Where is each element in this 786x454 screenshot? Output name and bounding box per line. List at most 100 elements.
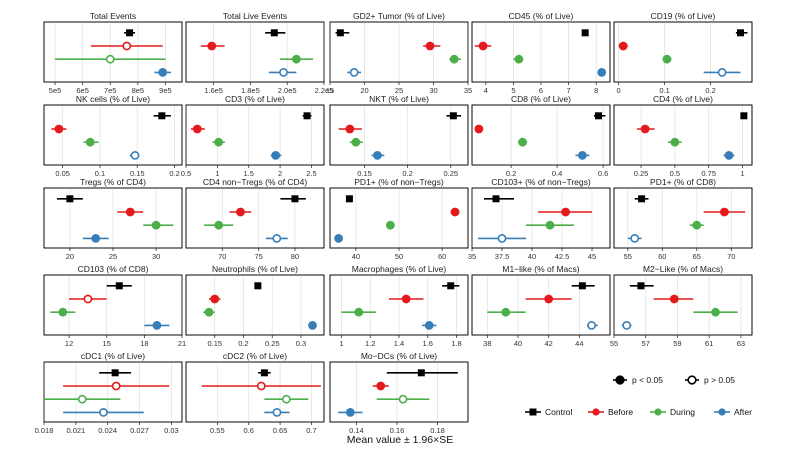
point-during	[662, 54, 672, 64]
point-during	[151, 220, 161, 230]
tick-label: 70	[218, 252, 226, 261]
panel-frame	[185, 361, 325, 423]
tick-label: 0.05	[55, 169, 70, 178]
point-before	[122, 41, 132, 51]
point-during	[77, 394, 87, 404]
point-after	[724, 150, 734, 160]
tick-label: 6e5	[76, 86, 89, 95]
panel-border	[185, 21, 325, 83]
tick-label: 0.16	[390, 426, 405, 435]
tick-label: 60	[438, 252, 446, 261]
tick-label: 0.027	[130, 426, 149, 435]
point-after	[578, 150, 587, 160]
tick-label: 7	[567, 86, 571, 95]
panel: CD103+ (% of non−Tregs) 35 37.5 40 42.5 45	[468, 177, 611, 261]
panel-border	[185, 361, 325, 423]
point-during	[214, 137, 224, 147]
point-after	[424, 320, 434, 330]
point-control	[260, 369, 268, 377]
panel-title: Total Events	[90, 11, 136, 21]
panel-title: PD1+ (% of CD8)	[650, 177, 716, 187]
panel: M2−Like (% of Macs) 55 57 59 61 63	[610, 264, 753, 348]
tick-label: 0.4	[552, 169, 562, 178]
panel: CD45 (% of Live) 4 5 6 7 8	[471, 11, 611, 95]
panel: cDC1 (% of Live) 0.018 0.021 0.024 0.027 0.03	[35, 351, 183, 435]
point-before	[345, 124, 355, 134]
panel: CD4 (% of Live) 0.25 0.5 0.75 1	[613, 94, 753, 178]
tick-label: 35	[468, 252, 476, 261]
point-control	[270, 29, 278, 37]
panel-frame	[613, 104, 753, 166]
panel-title: Neutrophils (% of Live)	[212, 264, 298, 274]
panel-title: GD2+ Tumor (% of Live)	[353, 11, 445, 21]
tick-label: 0.7	[306, 426, 316, 435]
tick-label: 0.03	[164, 426, 179, 435]
point-during	[692, 220, 702, 230]
tick-label: 0.25	[443, 169, 458, 178]
point-control	[595, 112, 602, 120]
point-during	[449, 54, 459, 64]
tick-label: 0.024	[98, 426, 117, 435]
tick-label: 35	[464, 86, 472, 95]
panel: PD1+ (% of CD8) 55 60 65 70	[613, 177, 753, 261]
tick-label: 42	[544, 339, 552, 348]
tick-label: 0.55	[210, 426, 225, 435]
tick-label: 0.1	[659, 86, 669, 95]
tick-label: 21	[178, 339, 186, 348]
tick-label: 15	[326, 86, 334, 95]
point-during	[105, 54, 115, 64]
point-before	[425, 41, 435, 51]
point-after	[497, 233, 507, 243]
point-control	[303, 112, 311, 120]
panel-title: CD103+ (% of non−Tregs)	[491, 177, 591, 187]
point-control	[111, 369, 119, 377]
tick-label: 0.65	[273, 426, 288, 435]
point-control	[737, 29, 744, 37]
point-before	[125, 207, 135, 217]
point-before	[376, 381, 386, 391]
point-during	[518, 137, 527, 147]
panel-frame	[329, 104, 469, 166]
panel-frame	[471, 104, 611, 166]
tick-label: 25	[395, 86, 403, 95]
tick-label: 70	[727, 252, 735, 261]
point-during	[204, 307, 214, 317]
tick-label: 18	[140, 339, 148, 348]
panel: PD1+ (% of non−Tregs) 40 50 60	[329, 177, 469, 261]
tick-label: 45	[588, 252, 596, 261]
point-before	[720, 207, 729, 217]
tick-label: 0.75	[701, 169, 716, 178]
point-after	[597, 68, 607, 77]
point-control	[492, 195, 500, 203]
point-before	[618, 41, 628, 51]
tick-label: 0.15	[130, 169, 145, 178]
panel-border	[185, 187, 325, 249]
panel: CD8 (% of Live) 0.2 0.4 0.6	[471, 94, 611, 178]
panel-frame	[43, 187, 183, 249]
point-control	[740, 112, 748, 120]
panel-title: NKT (% of Live)	[369, 94, 429, 104]
point-during	[58, 307, 68, 317]
tick-label: 20	[66, 252, 74, 261]
tick-label: 61	[705, 339, 713, 348]
panel-frame	[613, 274, 753, 336]
point-during	[291, 54, 301, 64]
tick-label: 0.15	[357, 169, 372, 178]
point-before	[450, 207, 460, 217]
panel: NKT (% of Live) 0.15 0.2 0.25	[329, 94, 469, 178]
panel-frame	[329, 21, 469, 83]
tick-label: 4	[484, 86, 488, 95]
tick-label: 38	[483, 339, 491, 348]
tick-label: 0.5	[181, 169, 191, 178]
panel-title: M2−Like (% of Macs)	[643, 264, 723, 274]
tick-label: 0.6	[244, 426, 254, 435]
panel-title: CD3 (% of Live)	[225, 94, 285, 104]
panel-frame	[471, 21, 611, 83]
point-control	[336, 29, 344, 37]
legend-open-circle	[687, 375, 697, 385]
point-control	[449, 112, 457, 120]
tick-label: 59	[673, 339, 681, 348]
legend-group-label: After	[734, 407, 752, 417]
point-during	[85, 137, 95, 147]
